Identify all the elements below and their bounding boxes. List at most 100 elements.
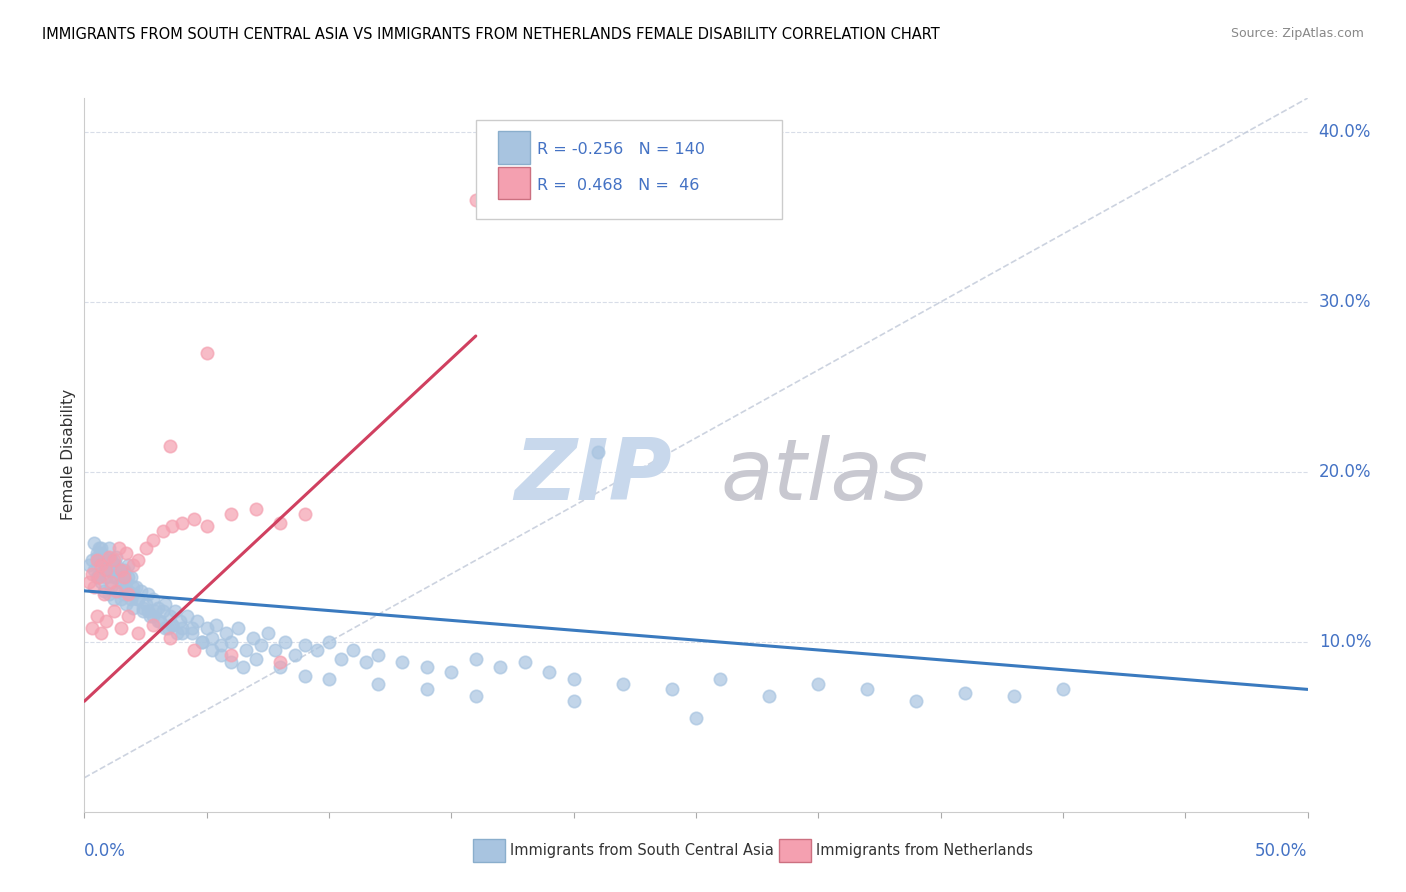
Point	[117, 570, 139, 584]
Text: R = -0.256   N = 140: R = -0.256 N = 140	[537, 142, 704, 157]
Point	[416, 660, 439, 674]
Point	[122, 600, 145, 615]
Point	[103, 553, 125, 567]
Point	[110, 575, 132, 590]
Point	[107, 564, 129, 578]
Point	[80, 553, 103, 567]
Text: R =  0.468   N =  46: R = 0.468 N = 46	[537, 178, 699, 193]
Point	[112, 564, 135, 578]
Point	[96, 549, 118, 564]
Point	[100, 581, 122, 595]
Point	[107, 566, 129, 581]
Point	[117, 609, 139, 624]
Text: IMMIGRANTS FROM SOUTH CENTRAL ASIA VS IMMIGRANTS FROM NETHERLANDS FEMALE DISABIL: IMMIGRANTS FROM SOUTH CENTRAL ASIA VS IM…	[42, 27, 941, 42]
Point	[235, 643, 257, 657]
Text: atlas: atlas	[720, 434, 928, 518]
Point	[90, 546, 112, 560]
Point	[807, 677, 830, 691]
Point	[96, 564, 118, 578]
Point	[172, 626, 194, 640]
Point	[135, 541, 157, 556]
Point	[661, 682, 683, 697]
Point	[181, 621, 204, 635]
Point	[103, 592, 125, 607]
Point	[416, 682, 439, 697]
Point	[110, 564, 132, 578]
Point	[142, 592, 165, 607]
Point	[110, 621, 132, 635]
Point	[100, 553, 122, 567]
Point	[136, 587, 159, 601]
Text: Immigrants from Netherlands: Immigrants from Netherlands	[815, 843, 1033, 858]
Point	[464, 652, 486, 666]
Point	[103, 558, 125, 573]
Point	[93, 583, 115, 598]
Point	[367, 648, 389, 663]
Point	[127, 592, 149, 607]
Point	[257, 626, 280, 640]
Point	[342, 643, 364, 657]
Point	[142, 533, 165, 547]
Point	[117, 583, 139, 598]
Point	[146, 600, 169, 615]
Point	[159, 609, 181, 624]
Point	[105, 570, 128, 584]
Point	[269, 516, 291, 530]
Point	[132, 604, 155, 618]
Point	[685, 711, 707, 725]
Point	[153, 621, 176, 635]
Point	[181, 626, 204, 640]
Point	[80, 621, 103, 635]
Point	[86, 570, 108, 584]
Point	[97, 587, 120, 601]
Point	[294, 669, 316, 683]
Point	[83, 581, 105, 595]
Point	[90, 575, 112, 590]
Point	[367, 677, 389, 691]
Y-axis label: Female Disability: Female Disability	[60, 389, 76, 521]
Point	[172, 621, 194, 635]
Point	[169, 615, 191, 629]
Point	[97, 564, 120, 578]
Point	[87, 553, 110, 567]
Point	[127, 626, 149, 640]
Point	[205, 617, 228, 632]
Point	[228, 621, 250, 635]
Point	[953, 686, 976, 700]
Point	[87, 570, 110, 584]
Point	[195, 346, 218, 360]
Point	[1052, 682, 1074, 697]
Point	[162, 519, 184, 533]
Point	[83, 564, 105, 578]
Point	[330, 652, 353, 666]
Text: Source: ZipAtlas.com: Source: ZipAtlas.com	[1230, 27, 1364, 40]
Point	[464, 193, 486, 207]
Point	[905, 694, 928, 708]
Point	[120, 592, 142, 607]
Point	[97, 549, 120, 564]
Point	[90, 626, 112, 640]
Point	[122, 587, 145, 601]
Point	[513, 655, 536, 669]
Point	[242, 632, 264, 646]
Point	[87, 541, 110, 556]
Point	[219, 508, 242, 522]
Point	[195, 519, 218, 533]
Point	[195, 621, 218, 635]
Point	[146, 615, 169, 629]
Point	[586, 444, 609, 458]
Point	[83, 536, 105, 550]
Point	[489, 660, 512, 674]
Point	[612, 677, 634, 691]
Point	[284, 648, 307, 663]
Point	[219, 655, 242, 669]
Point	[125, 581, 148, 595]
Point	[183, 512, 205, 526]
Point	[200, 632, 222, 646]
Text: ZIP: ZIP	[513, 434, 672, 518]
FancyBboxPatch shape	[779, 838, 811, 862]
Point	[219, 648, 242, 663]
Point	[86, 546, 108, 560]
Point	[80, 566, 103, 581]
Point	[294, 638, 316, 652]
